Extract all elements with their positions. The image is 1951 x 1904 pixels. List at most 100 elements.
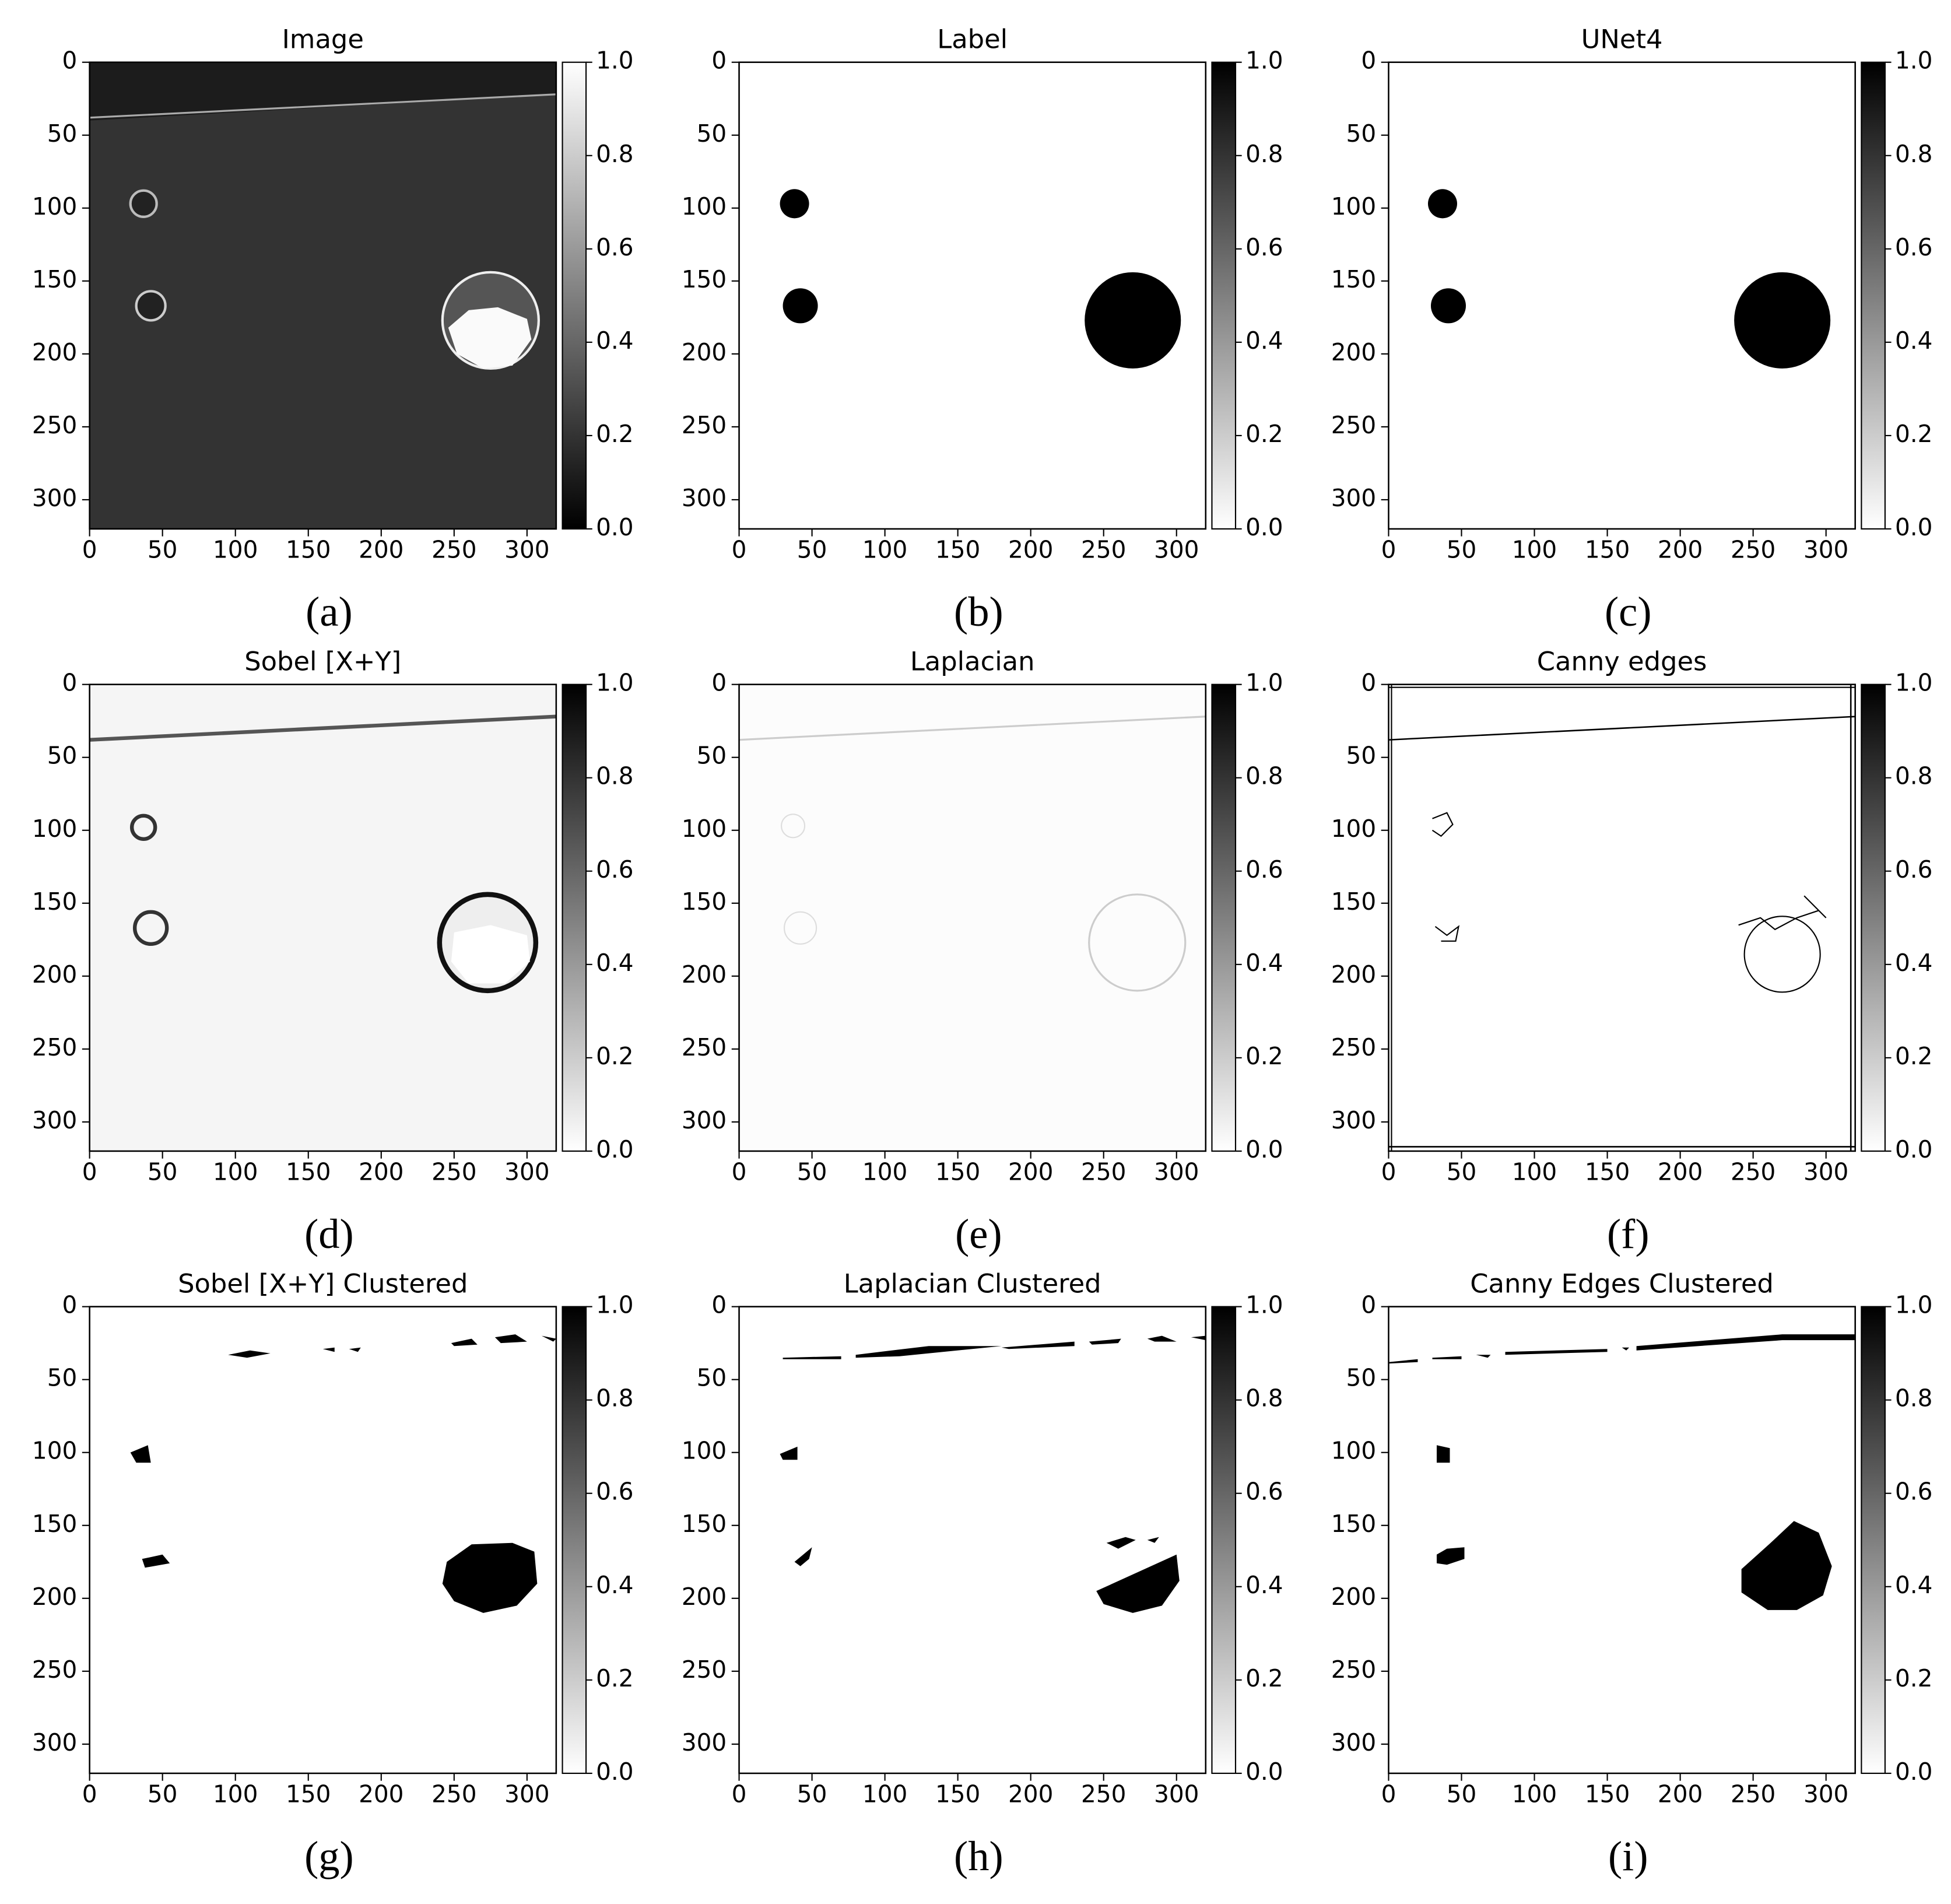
y-tick-label: 0 [1361,1291,1376,1319]
axes-frame [1388,61,1856,530]
colorbar-tick-label: 0.8 [1895,140,1932,168]
y-tick-label: 50 [1346,120,1377,148]
x-tick-label: 0 [82,1780,97,1808]
image-feature [1001,1341,1075,1349]
y-tick-label: 200 [1331,338,1376,366]
image-background [89,1306,556,1773]
x-tick-label: 50 [797,535,827,563]
colorbar [1861,61,1886,530]
image-feature [132,910,169,946]
image-feature [1096,1554,1180,1613]
image-feature [780,1446,798,1460]
panel-title: Sobel [X+Y] [244,646,401,676]
colorbar-tick-label: 0.4 [1245,949,1283,977]
y-tick-label: 100 [32,192,77,220]
colorbar-tick-label: 0.2 [1895,420,1932,448]
colorbar-tick-label: 0.8 [1245,140,1283,168]
y-tick-label: 150 [32,1510,77,1538]
x-tick-label: 150 [286,1780,331,1808]
colorbar-tick-label: 0.4 [596,327,633,355]
image-feature [442,1542,538,1613]
x-tick-label: 300 [504,1780,549,1808]
colorbar-tick-label: 1.0 [1245,1291,1283,1319]
y-tick-label: 100 [682,815,727,843]
colorbar-tick-label: 0.4 [1245,1571,1283,1599]
image-content [780,1335,1206,1613]
x-tick-label: 250 [1731,1158,1775,1186]
image-feature [739,716,1206,741]
colorbar-tick-label: 1.0 [596,47,633,75]
panel-label: (c) [1605,588,1652,635]
x-tick-label: 150 [1585,535,1630,563]
y-tick-label: 300 [32,1728,77,1756]
colorbar-tick-label: 0.4 [596,949,633,977]
colorbar-tick-label: 0.6 [1245,855,1283,883]
image-feature [1476,1355,1491,1358]
image-feature [1622,1347,1630,1351]
colorbar-tick-label: 0.0 [1895,513,1932,541]
image-background [739,1306,1206,1773]
x-tick-label: 200 [1008,535,1053,563]
image-feature [1431,812,1454,837]
x-tick-label: 300 [1803,1780,1848,1808]
y-tick-label: 300 [32,484,77,512]
x-tick-label: 250 [431,535,476,563]
colorbar-tick-label: 0.4 [1895,327,1932,355]
y-tick-label: 150 [682,1510,727,1538]
image-feature [1432,1356,1462,1359]
colorbar [562,61,587,530]
image-content [780,189,1181,369]
panel-title: Image [282,23,364,54]
colorbar-tick-label: 0.0 [1245,513,1283,541]
axes-frame [738,1306,1207,1775]
image-feature [322,1347,335,1352]
y-tick-label: 50 [697,1364,727,1392]
image-feature [1734,272,1831,369]
image-feature [1436,1445,1450,1463]
image-background [1388,684,1855,1151]
colorbar-tick-label: 0.2 [596,1042,633,1070]
image-feature [89,62,556,121]
y-tick-label: 150 [1331,265,1376,293]
y-tick-label: 200 [682,338,727,366]
image-feature [1427,189,1457,219]
colorbar-tick-label: 0.2 [596,420,633,448]
image-feature [1147,1537,1159,1543]
colorbar-tick-label: 0.2 [1245,1664,1283,1692]
image-feature [1434,925,1460,942]
image-feature [451,1338,478,1347]
y-tick-label: 100 [682,192,727,220]
y-tick-label: 250 [682,411,727,439]
y-tick-label: 200 [32,1583,77,1611]
panel: Sobel [X+Y](d)0 50 100 150 200 250 30005010015… [32,646,634,1257]
image-feature [1743,916,1821,993]
colorbar-tick-label: 0.4 [596,1571,633,1599]
x-tick-label: 100 [862,535,907,563]
y-tick-label: 150 [682,265,727,293]
image-feature [1505,1349,1608,1355]
y-tick-label: 50 [1346,742,1377,770]
image-feature [228,1350,271,1358]
x-tick-label: 100 [213,1780,258,1808]
x-tick-label: 50 [148,1780,178,1808]
x-tick-label: 50 [1447,1158,1477,1186]
colorbar [1211,1306,1237,1774]
panel-label: (i) [1608,1832,1648,1880]
x-tick-label: 150 [935,1780,980,1808]
x-tick-label: 200 [1008,1780,1053,1808]
y-tick-label: 0 [1361,47,1376,75]
image-background [739,684,1206,1151]
y-tick-label: 300 [682,1106,727,1134]
image-content [130,1334,556,1613]
x-tick-label: 100 [213,535,258,563]
image-feature [129,814,157,841]
y-tick-label: 150 [682,888,727,916]
image-feature [142,1554,170,1568]
y-tick-label: 300 [32,1106,77,1134]
x-tick-label: 100 [1512,535,1557,563]
axes-frame [1388,683,1856,1152]
panel: UNet4(c)0 50 100 150 200 250 30005010015020025… [1331,23,1933,635]
x-tick-label: 100 [862,1158,907,1186]
y-tick-label: 250 [682,1033,727,1061]
x-tick-label: 300 [1803,1158,1848,1186]
